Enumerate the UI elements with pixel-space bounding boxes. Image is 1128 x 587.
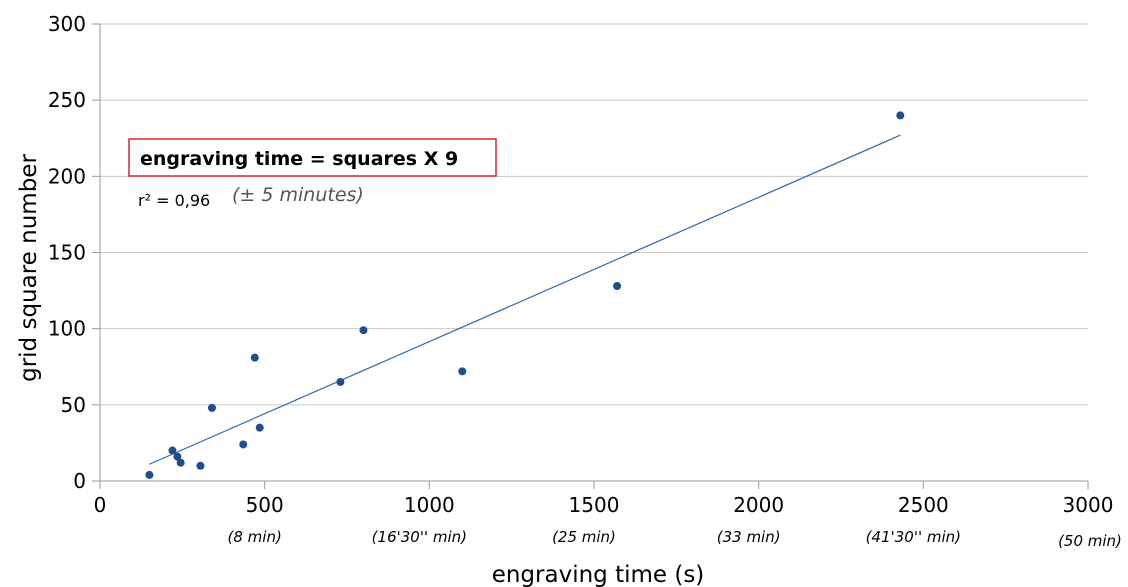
x-axis-title: engraving time (s) xyxy=(492,562,705,587)
y-tick-label: 50 xyxy=(61,393,86,417)
x-tick-label: 1000 xyxy=(404,493,455,517)
y-tick-label: 100 xyxy=(48,317,86,341)
y-axis-title: grid square number xyxy=(16,154,42,382)
axes xyxy=(92,23,1089,489)
y-tick-label: 200 xyxy=(48,164,86,188)
y-tick-label: 0 xyxy=(73,469,86,493)
data-points xyxy=(145,111,905,479)
data-point xyxy=(359,326,368,335)
x-tick-label: 2500 xyxy=(898,493,949,517)
x-tick-label: 500 xyxy=(246,493,284,517)
gridlines xyxy=(100,23,1088,482)
y-tick-label: 150 xyxy=(48,241,86,265)
trendline xyxy=(149,134,901,465)
x-tick-sublabel: (8 min) xyxy=(228,528,282,546)
x-tick-label: 1500 xyxy=(569,493,620,517)
data-point xyxy=(168,446,177,455)
x-tick-sublabel: (41'30'' min) xyxy=(866,528,961,546)
y-tick-label: 300 xyxy=(48,12,86,36)
data-point xyxy=(145,470,154,479)
data-point xyxy=(250,353,259,362)
trendline-group xyxy=(149,134,901,465)
r-squared-annotation: r² = 0,96 xyxy=(138,191,210,210)
y-tick-label: 250 xyxy=(48,88,86,112)
data-point xyxy=(176,458,185,467)
x-tick-sublabel: (25 min) xyxy=(552,528,616,546)
data-point xyxy=(173,452,182,461)
data-point xyxy=(613,282,622,291)
data-point xyxy=(336,377,345,386)
tolerance-annotation: (± 5 minutes) xyxy=(232,184,364,206)
data-point xyxy=(896,111,905,120)
data-point xyxy=(239,440,248,449)
data-point xyxy=(458,367,467,376)
x-tick-sublabel: (50 min) xyxy=(1058,532,1122,550)
formula-annotation: engraving time = squares X 9 xyxy=(140,148,458,170)
x-tick-label: 2000 xyxy=(733,493,784,517)
x-tick-sublabel: (16'30'' min) xyxy=(372,528,467,546)
x-tick-label: 0 xyxy=(94,493,107,517)
x-tick-label: 3000 xyxy=(1063,493,1114,517)
data-point xyxy=(207,403,216,412)
formula-box xyxy=(128,138,497,177)
data-point xyxy=(196,461,205,470)
data-point xyxy=(255,423,264,432)
x-tick-sublabel: (33 min) xyxy=(717,528,781,546)
